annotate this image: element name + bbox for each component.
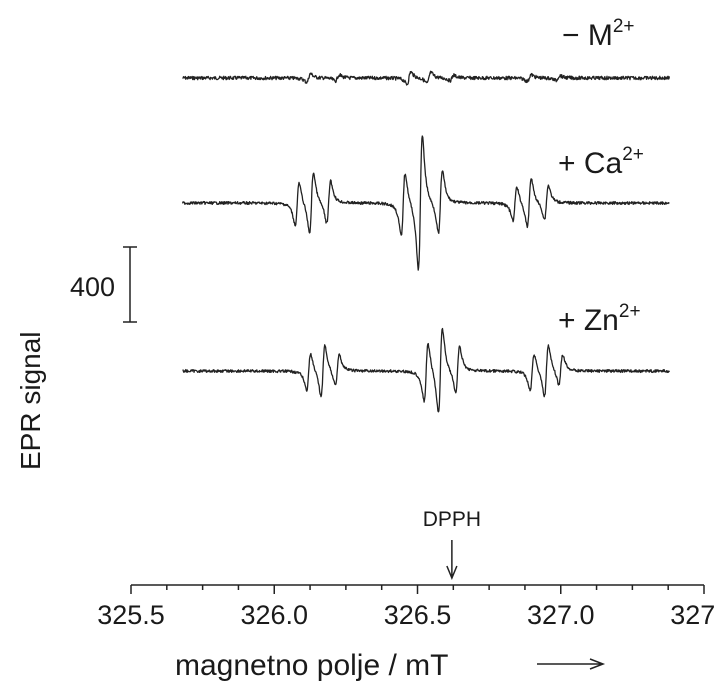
dpph-label: DPPH — [423, 508, 481, 531]
scale-bar-label: 400 — [70, 272, 115, 302]
x-tick-label: 326.5 — [384, 600, 452, 630]
series-label-ca: + Ca2+ — [558, 144, 644, 180]
series-label-zn: + Zn2+ — [558, 301, 641, 337]
x-axis-arrow-icon — [537, 658, 606, 670]
x-tick-label: 327.5 — [670, 600, 715, 630]
series-line-1 — [181, 135, 670, 271]
series-traces — [181, 70, 671, 413]
dpph-arrow-icon — [446, 540, 458, 580]
scale-bar-line — [123, 246, 137, 323]
x-tick-label: 325.5 — [97, 600, 165, 630]
x-axis-label: magnetno polje / mT — [175, 649, 448, 682]
y-axis-label: EPR signal — [15, 331, 46, 470]
x-tick-label: 327.0 — [527, 600, 595, 630]
dpph-annotation: DPPH — [423, 508, 481, 580]
x-tick-label: 326.0 — [240, 600, 308, 630]
x-axis: 325.5 326.0 326.5 327.0 327.5 — [97, 584, 715, 630]
series-line-2 — [182, 327, 670, 413]
x-axis-ticks: 325.5 326.0 326.5 327.0 327.5 — [97, 585, 715, 630]
series-line-0 — [182, 70, 671, 86]
series-label-no-metal: − M2+ — [562, 16, 635, 52]
scale-bar: 400 — [70, 246, 137, 323]
